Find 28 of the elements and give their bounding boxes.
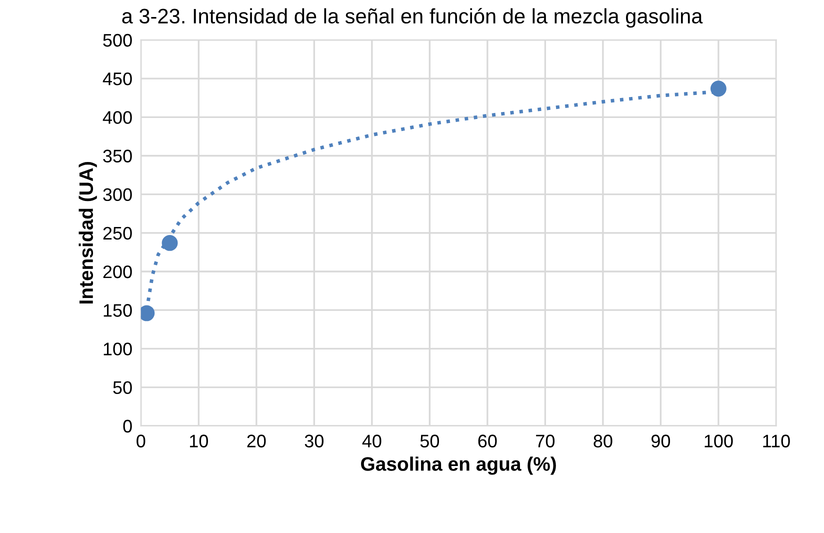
y-axis-title: Intensidad (UA) — [78, 162, 97, 304]
y-tick-label: 150 — [104, 304, 132, 317]
x-tick-label: 20 — [247, 434, 266, 448]
point — [710, 80, 726, 97]
x-tick-label: 40 — [362, 434, 382, 448]
x-axis-title: Gasolina en agua (%) — [361, 456, 556, 475]
y-tick-label: 450 — [102, 72, 132, 86]
y-tick-label: 50 — [113, 381, 132, 394]
point — [162, 234, 178, 251]
y-tick-label: 250 — [103, 226, 132, 240]
x-tick-label: 80 — [594, 434, 612, 448]
x-tick-label: 10 — [190, 434, 208, 448]
y-tick-label: 200 — [103, 265, 132, 278]
y-tick-label: 100 — [104, 342, 132, 356]
chart-title: a 3-23. Intensidad de la señal en función de la mezcla gasolina — [122, 8, 703, 28]
x-tick-label: 0 — [136, 434, 146, 448]
y-tick-label: 300 — [103, 188, 132, 202]
x-tick-label: 30 — [304, 434, 324, 448]
x-tick-label: 110 — [763, 434, 790, 448]
x-tick-label: 70 — [536, 434, 555, 448]
y-tick-label: 400 — [102, 111, 132, 124]
y-tick-label: 500 — [103, 34, 132, 47]
x-tick-label: 50 — [420, 434, 440, 448]
x-tick-label: 60 — [478, 434, 497, 448]
x-tick-label: 90 — [652, 434, 670, 448]
y-tick-label: 350 — [103, 150, 132, 162]
x-tick-label: 100 — [704, 434, 733, 448]
y-tick-label: 0 — [123, 420, 132, 433]
